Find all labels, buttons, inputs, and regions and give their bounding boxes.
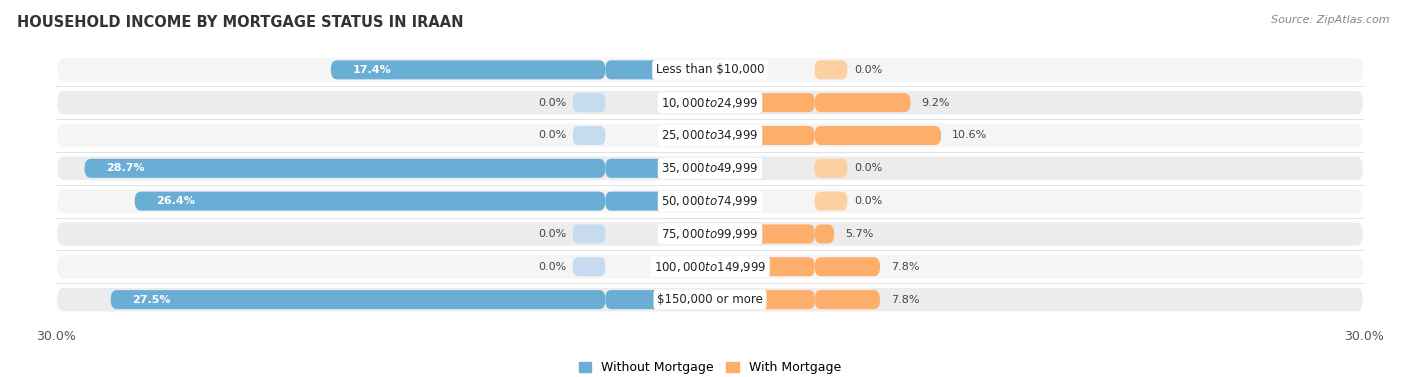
Text: 7.8%: 7.8% (891, 262, 920, 272)
FancyBboxPatch shape (572, 257, 606, 276)
Text: 0.0%: 0.0% (538, 98, 567, 108)
Text: $75,000 to $99,999: $75,000 to $99,999 (661, 227, 759, 241)
Text: 0.0%: 0.0% (853, 163, 882, 173)
Text: 26.4%: 26.4% (156, 196, 195, 206)
FancyBboxPatch shape (56, 254, 1364, 280)
FancyBboxPatch shape (572, 126, 606, 145)
Text: $25,000 to $34,999: $25,000 to $34,999 (661, 129, 759, 143)
FancyBboxPatch shape (710, 126, 814, 145)
FancyBboxPatch shape (814, 192, 848, 211)
FancyBboxPatch shape (814, 126, 941, 145)
FancyBboxPatch shape (84, 159, 606, 178)
FancyBboxPatch shape (710, 93, 814, 112)
Text: $35,000 to $49,999: $35,000 to $49,999 (661, 161, 759, 175)
Text: 0.0%: 0.0% (853, 196, 882, 206)
FancyBboxPatch shape (710, 257, 814, 276)
FancyBboxPatch shape (111, 290, 606, 309)
Text: 17.4%: 17.4% (353, 65, 391, 75)
Text: Source: ZipAtlas.com: Source: ZipAtlas.com (1271, 15, 1389, 25)
Text: $10,000 to $24,999: $10,000 to $24,999 (661, 96, 759, 110)
FancyBboxPatch shape (606, 192, 710, 211)
FancyBboxPatch shape (56, 57, 1364, 83)
FancyBboxPatch shape (814, 224, 834, 244)
Text: 9.2%: 9.2% (921, 98, 950, 108)
Text: 10.6%: 10.6% (952, 130, 987, 141)
Text: 7.8%: 7.8% (891, 294, 920, 305)
Text: 0.0%: 0.0% (853, 65, 882, 75)
FancyBboxPatch shape (135, 192, 606, 211)
FancyBboxPatch shape (814, 257, 880, 276)
Text: 27.5%: 27.5% (132, 294, 172, 305)
FancyBboxPatch shape (710, 290, 814, 309)
FancyBboxPatch shape (56, 221, 1364, 247)
FancyBboxPatch shape (330, 60, 606, 80)
Text: $150,000 or more: $150,000 or more (657, 293, 763, 306)
FancyBboxPatch shape (572, 93, 606, 112)
FancyBboxPatch shape (814, 93, 911, 112)
FancyBboxPatch shape (572, 224, 606, 244)
Legend: Without Mortgage, With Mortgage: Without Mortgage, With Mortgage (574, 356, 846, 377)
FancyBboxPatch shape (606, 159, 710, 178)
FancyBboxPatch shape (56, 123, 1364, 148)
Text: 0.0%: 0.0% (538, 262, 567, 272)
Text: $50,000 to $74,999: $50,000 to $74,999 (661, 194, 759, 208)
Text: Less than $10,000: Less than $10,000 (655, 63, 765, 77)
FancyBboxPatch shape (606, 60, 710, 80)
FancyBboxPatch shape (606, 290, 710, 309)
Text: 28.7%: 28.7% (107, 163, 145, 173)
FancyBboxPatch shape (56, 90, 1364, 115)
Text: 0.0%: 0.0% (538, 130, 567, 141)
Text: HOUSEHOLD INCOME BY MORTGAGE STATUS IN IRAAN: HOUSEHOLD INCOME BY MORTGAGE STATUS IN I… (17, 15, 464, 30)
FancyBboxPatch shape (710, 224, 814, 244)
FancyBboxPatch shape (814, 290, 880, 309)
FancyBboxPatch shape (814, 159, 848, 178)
FancyBboxPatch shape (56, 156, 1364, 181)
FancyBboxPatch shape (56, 188, 1364, 214)
Text: $100,000 to $149,999: $100,000 to $149,999 (654, 260, 766, 274)
FancyBboxPatch shape (814, 60, 848, 80)
Text: 5.7%: 5.7% (845, 229, 873, 239)
FancyBboxPatch shape (56, 287, 1364, 313)
Text: 0.0%: 0.0% (538, 229, 567, 239)
